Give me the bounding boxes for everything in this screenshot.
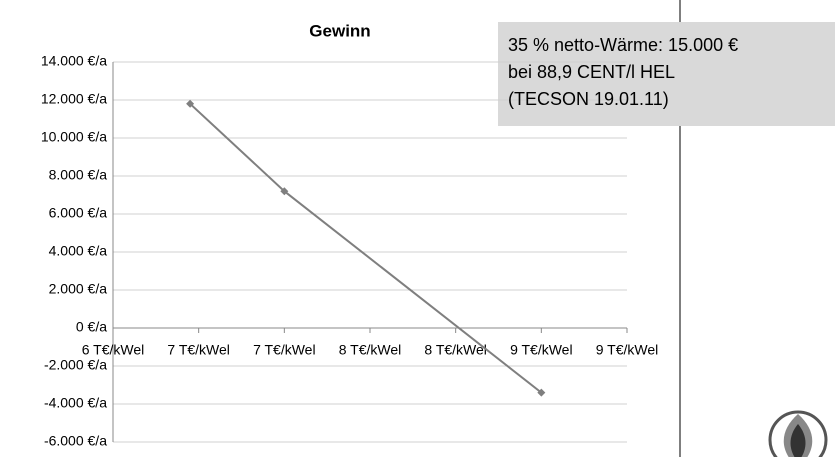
y-tick-label: 0 €/a: [76, 319, 107, 335]
y-tick-label: -6.000 €/a: [44, 433, 107, 449]
y-tick-label: 10.000 €/a: [41, 129, 107, 145]
annotation-text: (TECSON 19.01.11): [508, 89, 669, 109]
logo: [768, 410, 828, 457]
x-tick-label: 7 T€/kWel: [253, 342, 316, 358]
x-tick-label: 9 T€/kWel: [510, 342, 573, 358]
y-tick-label: -4.000 €/a: [44, 395, 107, 411]
x-tick-label: 7 T€/kWel: [167, 342, 230, 358]
y-tick-label: 14.000 €/a: [41, 53, 107, 69]
point: [186, 99, 195, 108]
point: [537, 388, 546, 397]
y-tick-label: 4.000 €/a: [49, 243, 108, 259]
y-tick-label: 2.000 €/a: [49, 281, 108, 297]
annotation-text: bei 88,9 CENT/l HEL: [508, 62, 675, 82]
x-tick-label: 8 T€/kWel: [339, 342, 402, 358]
chart-title: Gewinn: [309, 21, 370, 40]
x-tick-label: 8 T€/kWel: [424, 342, 487, 358]
y-tick-label: 12.000 €/a: [41, 91, 107, 107]
point: [280, 187, 289, 196]
y-tick-label: -2.000 €/a: [44, 357, 107, 373]
x-tick-label: 9 T€/kWel: [596, 342, 659, 358]
y-tick-label: 6.000 €/a: [49, 205, 108, 221]
annotation-box: [498, 22, 835, 126]
y-tick-label: 8.000 €/a: [49, 167, 108, 183]
x-tick-label: 6 T€/kWel: [82, 342, 145, 358]
annotation-text: 35 % netto-Wärme: 15.000 €: [508, 35, 738, 55]
